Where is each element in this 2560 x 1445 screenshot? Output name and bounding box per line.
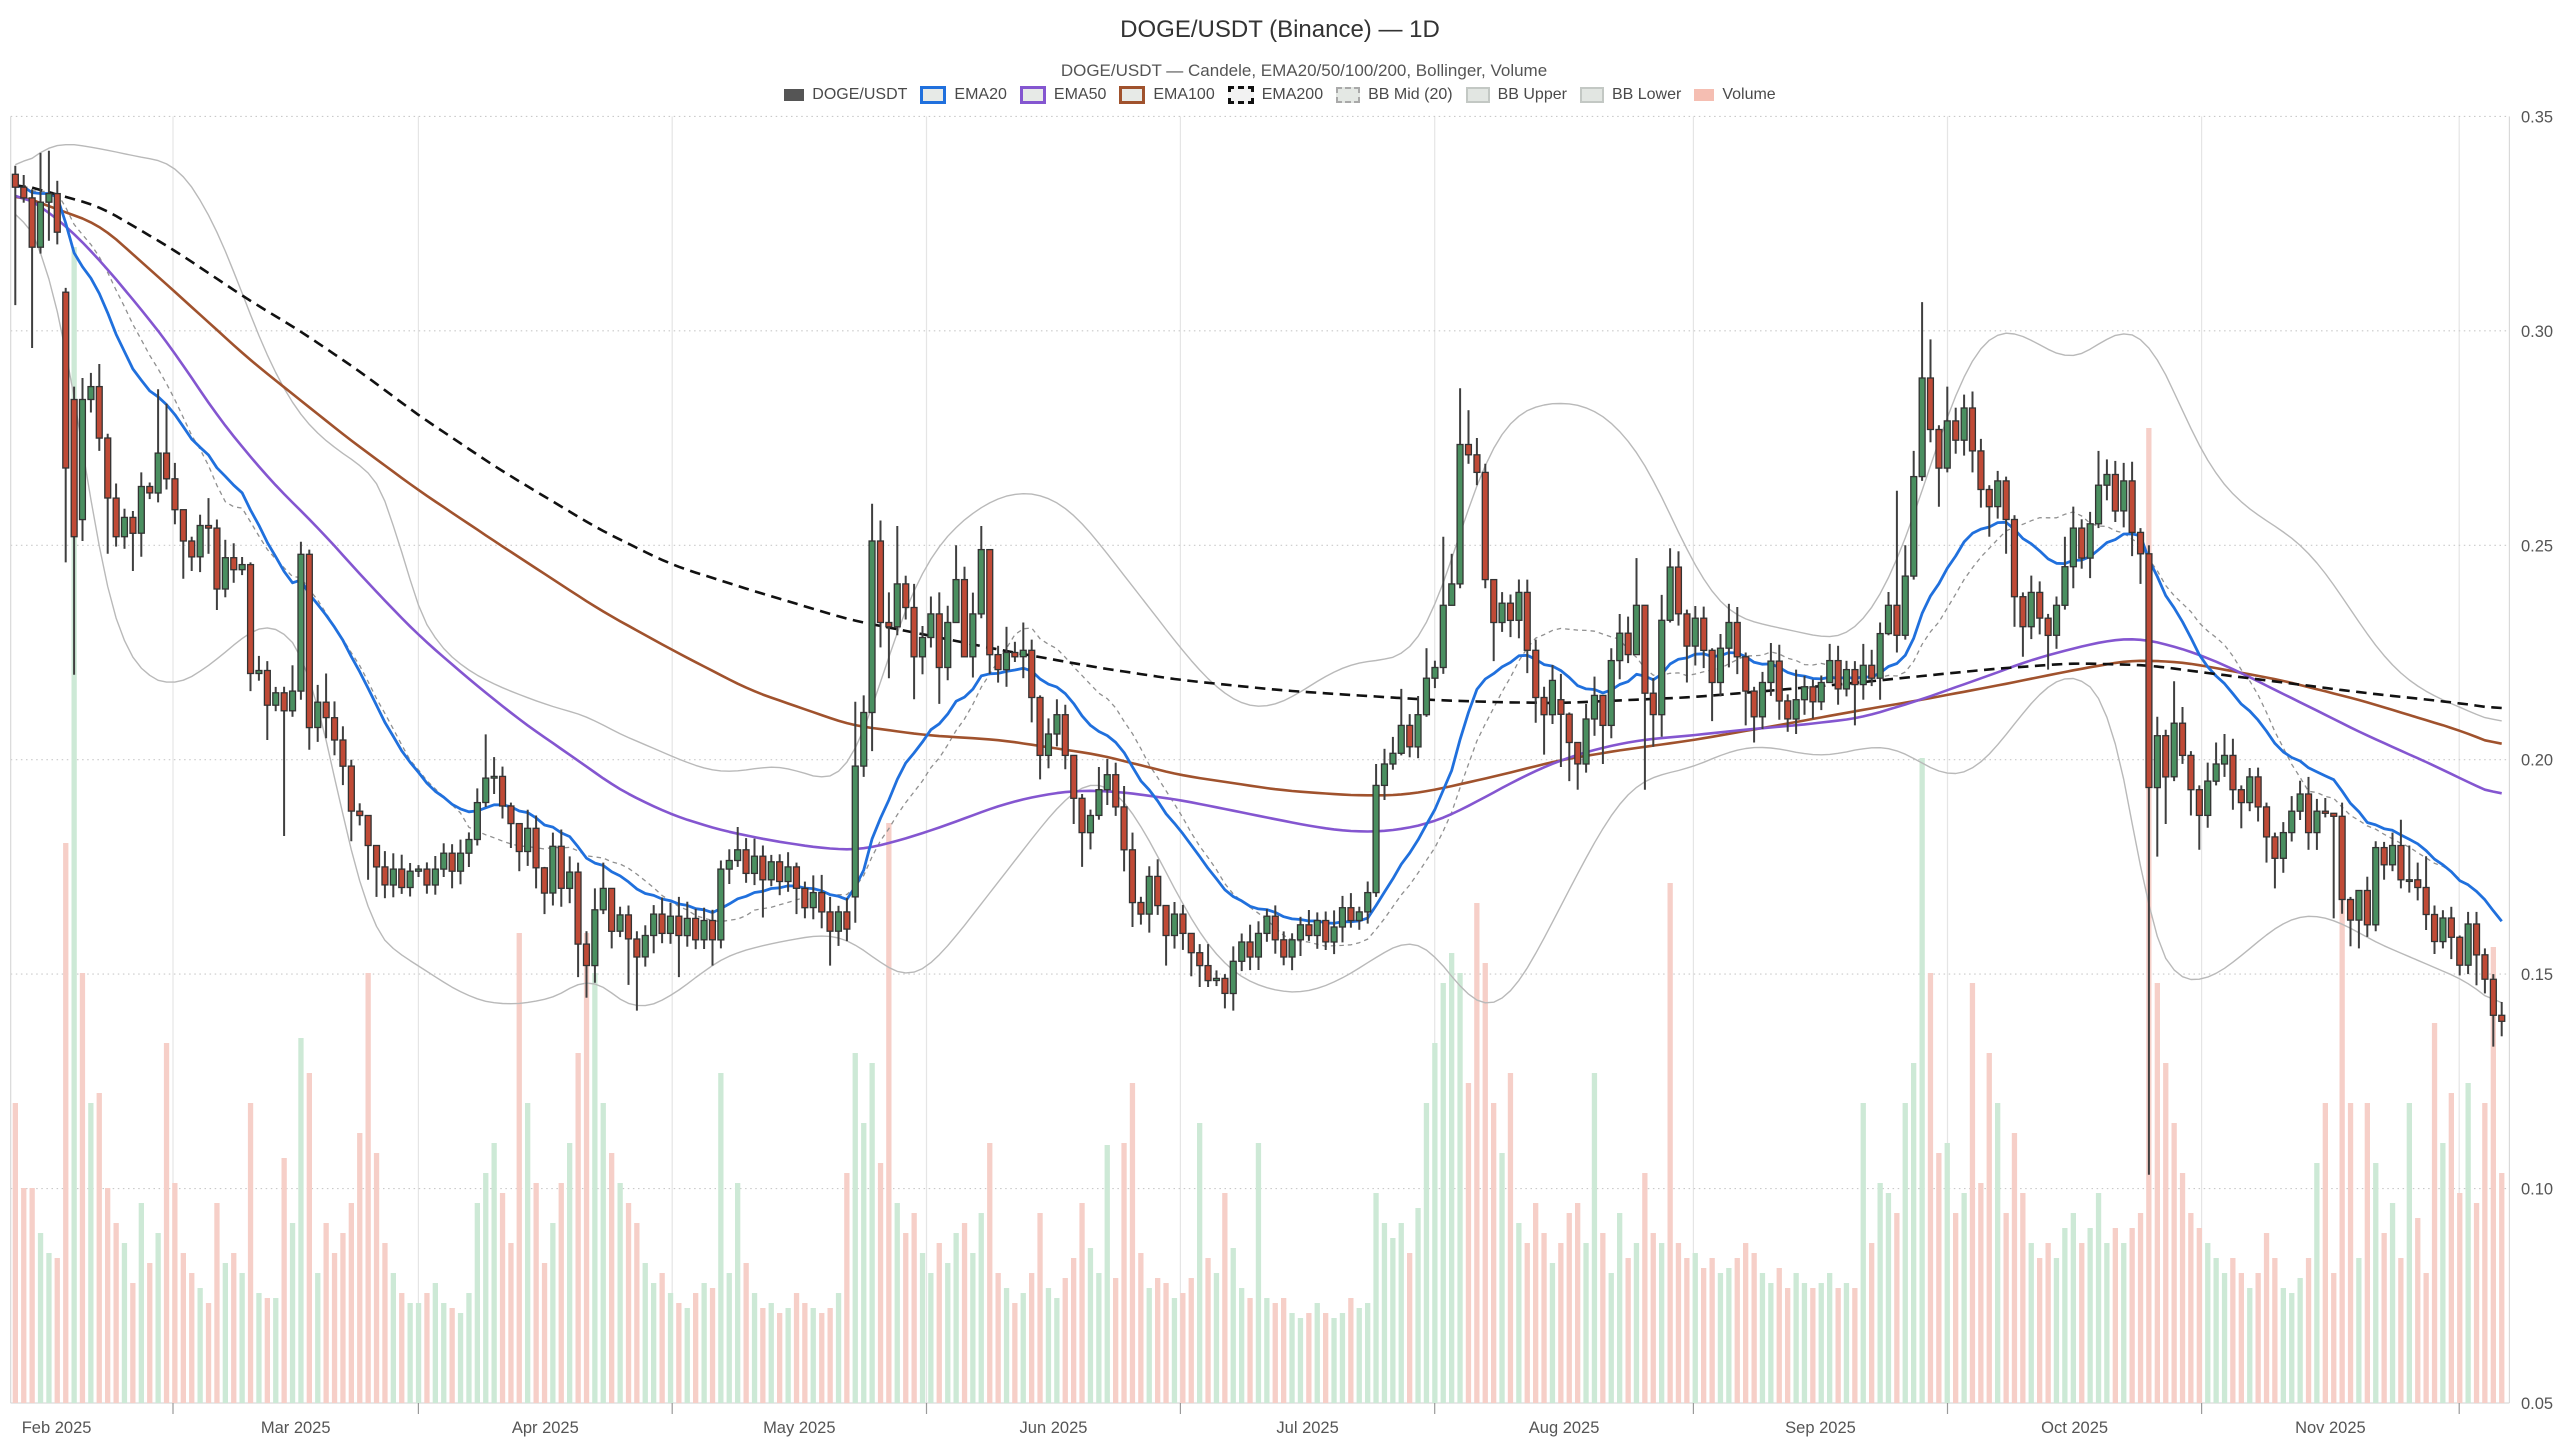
svg-text:0.30: 0.30 <box>2521 323 2553 341</box>
svg-text:0.25: 0.25 <box>2521 537 2553 555</box>
svg-text:Feb 2025: Feb 2025 <box>22 1419 92 1437</box>
svg-text:0.15: 0.15 <box>2521 966 2553 984</box>
svg-text:Jun 2025: Jun 2025 <box>1020 1419 1088 1437</box>
svg-text:Jul 2025: Jul 2025 <box>1276 1419 1338 1437</box>
svg-text:Nov 2025: Nov 2025 <box>2295 1419 2366 1437</box>
svg-text:Apr 2025: Apr 2025 <box>512 1419 579 1437</box>
svg-text:0.35: 0.35 <box>2521 108 2553 126</box>
svg-text:0.10: 0.10 <box>2521 1181 2553 1199</box>
svg-text:May 2025: May 2025 <box>763 1419 835 1437</box>
svg-text:Sep 2025: Sep 2025 <box>1785 1419 1856 1437</box>
svg-text:Aug 2025: Aug 2025 <box>1529 1419 1600 1437</box>
svg-text:0.05: 0.05 <box>2521 1395 2553 1413</box>
svg-text:0.20: 0.20 <box>2521 752 2553 770</box>
svg-text:Mar 2025: Mar 2025 <box>261 1419 331 1437</box>
svg-text:Oct 2025: Oct 2025 <box>2041 1419 2108 1437</box>
